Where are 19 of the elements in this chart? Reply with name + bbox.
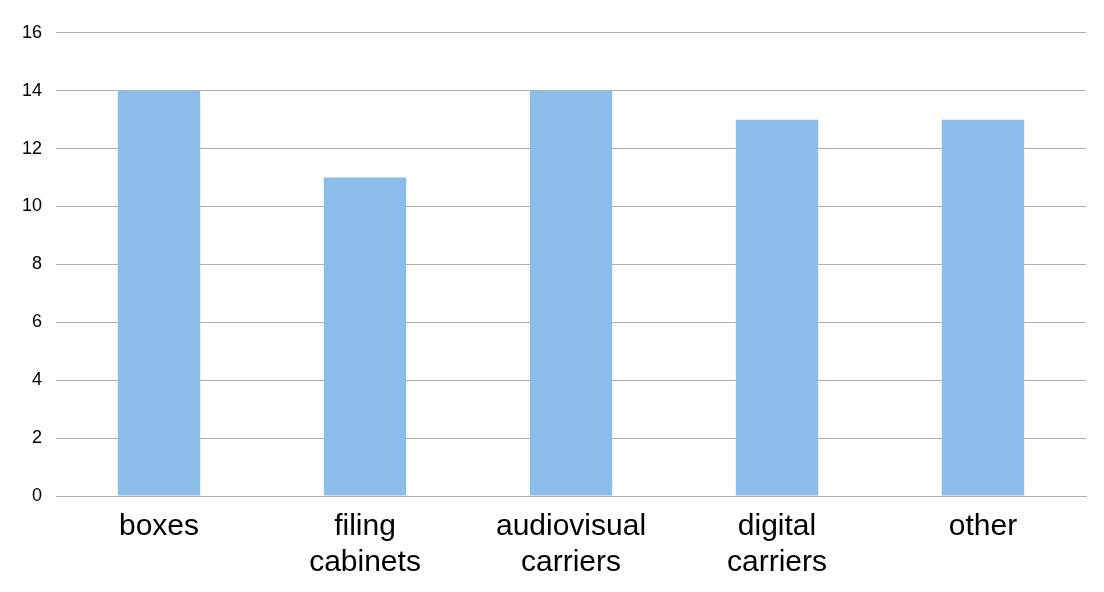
x-tick-label: boxes xyxy=(118,508,200,542)
bar xyxy=(735,119,819,496)
x-tick-label: filing cabinets xyxy=(309,508,421,578)
y-tick-label: 16 xyxy=(21,21,43,42)
bar xyxy=(941,119,1025,496)
x-tick-label: digital carriers xyxy=(727,508,828,578)
y-tick-label: 0 xyxy=(32,484,43,505)
y-tick-label: 12 xyxy=(21,137,43,158)
x-tick-label: other xyxy=(948,508,1018,542)
y-tick-label: 8 xyxy=(32,253,43,274)
bar xyxy=(117,90,201,496)
y-tick-label: 4 xyxy=(32,369,43,390)
x-tick-label: audiovisual carriers xyxy=(495,508,647,578)
bar xyxy=(323,177,407,496)
bar xyxy=(529,90,613,496)
y-tick-label: 2 xyxy=(32,427,43,448)
y-tick-label: 14 xyxy=(21,79,43,100)
y-tick-label: 6 xyxy=(32,311,43,332)
y-tick-label: 10 xyxy=(21,195,43,216)
